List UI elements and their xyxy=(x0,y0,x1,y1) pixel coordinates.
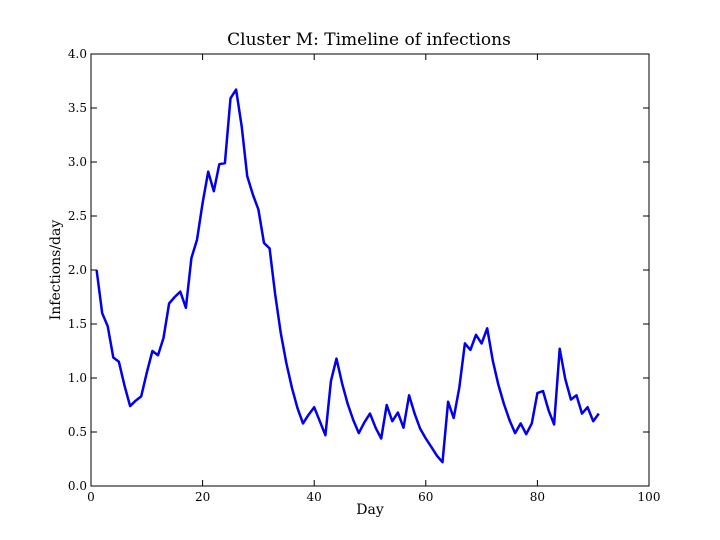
y-tick-label: 2.0 xyxy=(68,263,87,277)
plot-frame xyxy=(90,53,650,487)
y-tick-label: 3.5 xyxy=(68,101,87,115)
y-tick-label: 3.0 xyxy=(68,155,87,169)
infections-line xyxy=(95,88,600,464)
y-tick-label: 0.5 xyxy=(68,425,87,439)
y-axis-label: Infections/day xyxy=(48,220,64,321)
x-tick-label: 60 xyxy=(418,490,433,504)
x-axis-label: Day xyxy=(356,502,384,518)
series-layer xyxy=(95,88,600,464)
x-tick-label: 0 xyxy=(87,490,95,504)
y-tick-label: 1.5 xyxy=(68,317,87,331)
x-tick-label: 20 xyxy=(195,490,210,504)
x-tick-label: 100 xyxy=(638,490,661,504)
y-tick-label: 0.0 xyxy=(68,479,87,493)
chart-title: Cluster M: Timeline of infections xyxy=(227,30,511,50)
y-tick-label: 2.5 xyxy=(68,209,87,223)
y-tick-label: 1.0 xyxy=(68,371,87,385)
x-tick-label: 80 xyxy=(530,490,545,504)
x-tick-label: 40 xyxy=(307,490,322,504)
axis-ticks: 0 20 40 60 80 100 0.0 0.5 1.0 1.5 2.0 2.5 3.0 3.5 4.0 xyxy=(68,47,661,504)
y-tick-label: 4.0 xyxy=(68,47,87,61)
